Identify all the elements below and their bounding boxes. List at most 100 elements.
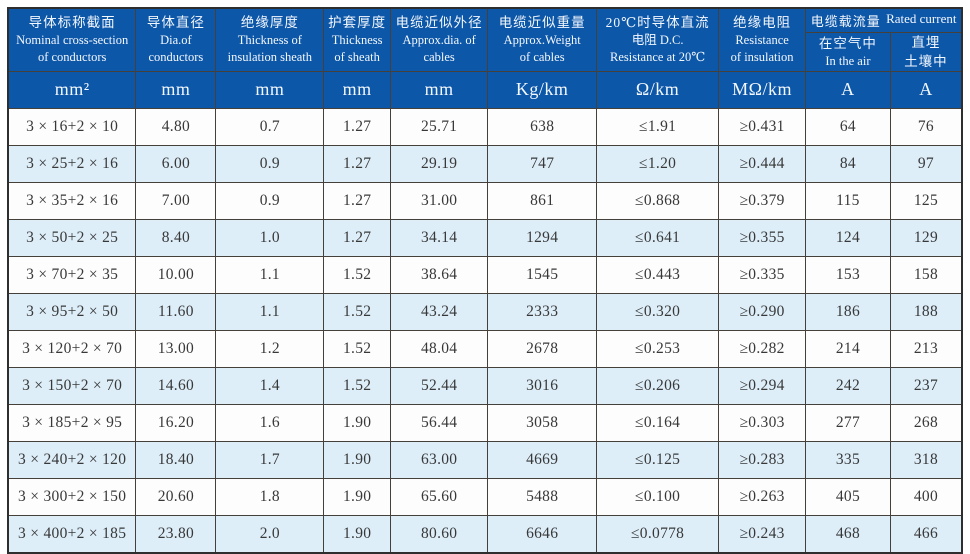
body-cell: 3 × 240+2 × 120 [7,440,137,479]
header-zh: 导体标称截面 [28,15,116,31]
body-cell: 2678 [487,329,598,368]
unit-cell: mm [390,70,489,109]
body-cell: 11.60 [135,292,217,331]
body-cell: 861 [487,181,598,220]
header-cell-in-air: 在空气中 In the air [804,31,891,72]
table-row: 3 × 70+2 × 35 10.00 1.1 1.52 38.64 1545 ≤0.443… [7,255,963,294]
body-cell: 1.8 [215,477,325,516]
body-cell: 29.19 [390,144,489,183]
body-cell: 1.6 [215,403,325,442]
table-row: 3 × 150+2 × 70 14.60 1.4 1.52 52.44 3016 ≤0.20… [7,366,963,405]
body-cell: 3 × 150+2 × 70 [7,366,137,405]
unit-cell: MΩ/km [718,70,806,109]
body-cell: 3 × 50+2 × 25 [7,218,137,257]
header-zh: 电缆近似外径 [395,15,483,31]
unit-cell: mm² [7,70,137,109]
header-en: Resistance at 20℃ [610,50,706,65]
header-en: Nominal cross-section [16,33,129,48]
unit-cell: A [889,70,963,109]
body-cell: 16.20 [135,403,217,442]
body-cell: 97 [889,144,963,183]
body-cell: 3 × 35+2 × 16 [7,181,137,220]
body-cell: 335 [804,440,891,479]
header-cell-rated-current-group: 电缆载流量 Rated current [804,7,963,33]
body-cell: 1.1 [215,292,325,331]
body-cell: 18.40 [135,440,217,479]
body-cell: 1.90 [323,440,392,479]
header-cell-sheath-thickness: 护套厚度 Thickness of sheath [323,7,392,72]
body-cell: 43.24 [390,292,489,331]
cable-spec-table: 导体标称截面 Nominal cross-section of conducto… [7,7,963,554]
body-cell: 1.27 [323,181,392,220]
header-zh: 20℃时导体直流 [605,15,710,31]
header-zh: 在空气中 [818,35,877,51]
body-cell: 3016 [487,366,598,405]
body-cell: 10.00 [135,255,217,294]
body-cell: 277 [804,403,891,442]
body-cell: 3058 [487,403,598,442]
body-cell: 124 [804,218,891,257]
body-cell: ≥0.444 [718,144,806,183]
body-cell: ≥0.355 [718,218,806,257]
header-en: Resistance [735,33,789,48]
body-cell: 0.7 [215,107,325,146]
header-cell-conductor-dia: 导体直径 Dia.of conductors [135,7,217,72]
unit-cell: Ω/km [596,70,720,109]
body-cell: 14.60 [135,366,217,405]
body-cell: 1.90 [323,514,392,553]
table-row: 3 × 35+2 × 16 7.00 0.9 1.27 31.00 861 ≤0.868 ≥0… [7,181,963,220]
body-cell: 2.0 [215,514,325,553]
header-en: of conductors [37,50,107,65]
body-cell: ≤0.125 [596,440,720,479]
body-cell: 1.90 [323,403,392,442]
header-cell-insulation-thickness: 绝缘厚度 Thickness of insulation sheath [215,7,325,72]
body-cell: 466 [889,514,963,553]
body-cell: 125 [889,181,963,220]
header-en: Approx.Weight [503,33,581,48]
unit-cell: mm [215,70,325,109]
body-cell: 65.60 [390,477,489,516]
header-en: Thickness [331,33,383,48]
body-cell: ≥0.379 [718,181,806,220]
body-cell: 405 [804,477,891,516]
body-cell: 38.64 [390,255,489,294]
body-cell: ≤1.20 [596,144,720,183]
body-cell: 129 [889,218,963,257]
body-cell: 1.90 [323,477,392,516]
header-zh: 绝缘厚度 [240,15,299,31]
header-cell-dc-resistance: 20℃时导体直流 电阻 D.C. Resistance at 20℃ [596,7,720,72]
body-cell: ≤0.100 [596,477,720,516]
body-cell: ≥0.431 [718,107,806,146]
body-cell: 3 × 70+2 × 35 [7,255,137,294]
header-en: cables [423,50,455,65]
body-cell: 63.00 [390,440,489,479]
header-en: conductors [148,50,204,65]
header-en: In the air [825,53,871,68]
header-en: insulation sheath [227,50,313,65]
body-cell: 1.4 [215,366,325,405]
body-cell: 1.27 [323,107,392,146]
table-body: 3 × 16+2 × 10 4.80 0.7 1.27 25.71 638 ≤1.91 ≥0.… [7,107,963,553]
body-cell: ≤0.320 [596,292,720,331]
body-cell: 20.60 [135,477,217,516]
body-cell: ≥0.294 [718,366,806,405]
body-cell: ≤0.164 [596,403,720,442]
header-zh: 直埋 [911,34,941,50]
body-cell: 1.27 [323,144,392,183]
header-row-main: 导体标称截面 Nominal cross-section of conducto… [7,7,963,72]
body-cell: 5488 [487,477,598,516]
body-cell: 80.60 [390,514,489,553]
body-cell: 3 × 95+2 × 50 [7,292,137,331]
body-cell: ≤0.868 [596,181,720,220]
body-cell: 0.9 [215,181,325,220]
body-cell: ≤0.206 [596,366,720,405]
body-cell: ≥0.263 [718,477,806,516]
body-cell: 3 × 120+2 × 70 [7,329,137,368]
body-cell: ≤0.0778 [596,514,720,553]
body-cell: 318 [889,440,963,479]
table-row: 3 × 16+2 × 10 4.80 0.7 1.27 25.71 638 ≤1.91 ≥0.… [7,107,963,146]
body-cell: 52.44 [390,366,489,405]
body-cell: ≤1.91 [596,107,720,146]
body-cell: 158 [889,255,963,294]
table-header: 导体标称截面 Nominal cross-section of conducto… [7,7,963,109]
